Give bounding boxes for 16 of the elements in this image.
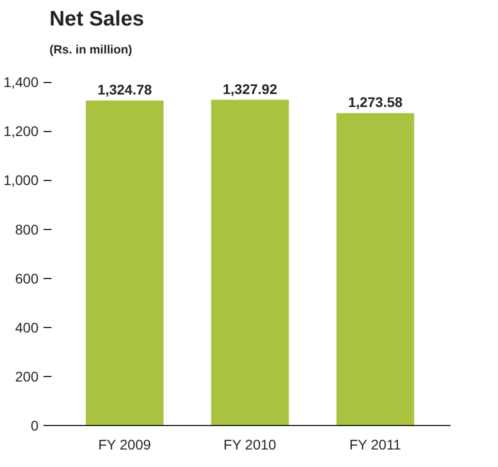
x-tick-label: FY 2009 [98, 436, 152, 452]
y-tick-label: 400 [15, 319, 39, 336]
data-label: 1,324.78 [97, 82, 152, 98]
y-tick-label: 600 [15, 270, 39, 286]
y-tick-label: 0 [30, 418, 39, 434]
chart-title: Net Sales [50, 8, 144, 30]
x-tick-label: FY 2010 [224, 436, 276, 452]
y-tick-label: 1,000 [3, 172, 39, 188]
chart-subtitle: (Rs. in million) [50, 42, 132, 56]
data-label: 1,273.58 [348, 94, 403, 110]
y-tick-label: 1,200 [3, 123, 39, 140]
y-tick-label: 200 [15, 368, 39, 384]
data-label: 1,327.92 [222, 80, 278, 97]
y-tick-label: 800 [15, 221, 39, 238]
x-tick-label: FY 2011 [349, 436, 402, 452]
y-tick-label: 1,400 [3, 74, 39, 90]
